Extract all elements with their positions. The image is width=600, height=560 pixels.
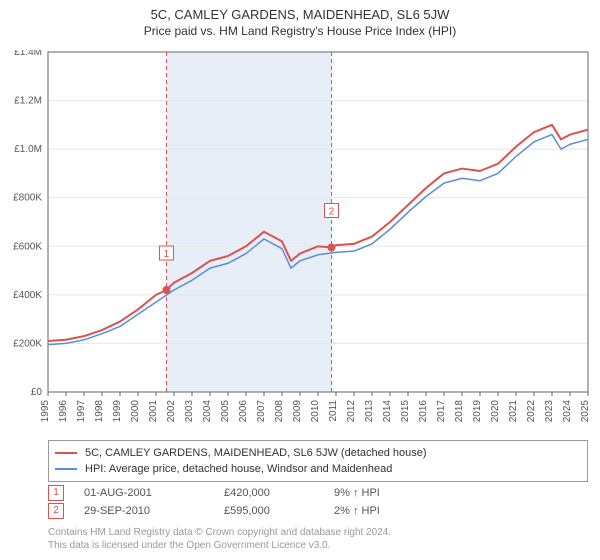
footer-attribution: Contains HM Land Registry data © Crown c…	[48, 526, 391, 552]
svg-text:1998: 1998	[94, 400, 105, 423]
svg-text:2020: 2020	[490, 400, 501, 423]
svg-text:2018: 2018	[454, 400, 465, 423]
svg-text:2015: 2015	[400, 400, 411, 423]
svg-text:1999: 1999	[112, 400, 123, 423]
legend-label-hpi: HPI: Average price, detached house, Wind…	[85, 463, 392, 475]
svg-text:2008: 2008	[274, 400, 285, 423]
svg-text:2012: 2012	[346, 400, 357, 423]
svg-text:2005: 2005	[220, 400, 231, 423]
svg-text:£400K: £400K	[13, 290, 42, 301]
annotation-marker-1: 1	[48, 485, 64, 501]
svg-text:2014: 2014	[382, 400, 393, 423]
annotation-date-1: 01-AUG-2001	[84, 487, 224, 499]
legend-item-property: 5C, CAMLEY GARDENS, MAIDENHEAD, SL6 5JW …	[55, 445, 581, 461]
svg-text:£1.0M: £1.0M	[14, 144, 42, 155]
svg-text:2017: 2017	[436, 400, 447, 423]
annotation-pct-2: 2% ↑ HPI	[334, 505, 454, 517]
svg-text:1995: 1995	[40, 400, 51, 423]
svg-text:£200K: £200K	[13, 338, 42, 349]
svg-text:2011: 2011	[328, 400, 339, 422]
svg-text:2021: 2021	[508, 400, 519, 423]
svg-text:2009: 2009	[292, 400, 303, 423]
chart-title: 5C, CAMLEY GARDENS, MAIDENHEAD, SL6 5JW	[0, 0, 600, 24]
legend-label-property: 5C, CAMLEY GARDENS, MAIDENHEAD, SL6 5JW …	[85, 447, 427, 459]
svg-text:2016: 2016	[418, 400, 429, 423]
svg-text:2001: 2001	[148, 400, 159, 423]
footer-line-2: This data is licensed under the Open Gov…	[48, 539, 391, 552]
svg-text:£1.4M: £1.4M	[14, 50, 42, 58]
annotation-date-2: 29-SEP-2010	[84, 505, 224, 517]
annotation-pct-1: 9% ↑ HPI	[334, 487, 454, 499]
svg-text:2022: 2022	[526, 400, 537, 423]
svg-text:2023: 2023	[544, 400, 555, 423]
svg-text:£800K: £800K	[13, 193, 42, 204]
chart-subtitle: Price paid vs. HM Land Registry's House …	[0, 24, 600, 42]
svg-text:2006: 2006	[238, 400, 249, 423]
legend-box: 5C, CAMLEY GARDENS, MAIDENHEAD, SL6 5JW …	[48, 440, 588, 482]
svg-text:2007: 2007	[256, 400, 267, 423]
svg-text:2025: 2025	[580, 400, 591, 423]
svg-text:2013: 2013	[364, 400, 375, 423]
svg-text:2: 2	[329, 207, 335, 218]
svg-text:2004: 2004	[202, 400, 213, 423]
annotation-price-2: £595,000	[224, 505, 334, 517]
annotation-row-1: 1 01-AUG-2001 £420,000 9% ↑ HPI	[48, 484, 588, 502]
svg-text:1997: 1997	[76, 400, 87, 423]
svg-text:1: 1	[164, 249, 170, 260]
annotation-marker-2: 2	[48, 503, 64, 519]
svg-text:2003: 2003	[184, 400, 195, 423]
svg-text:2002: 2002	[166, 400, 177, 423]
svg-text:£1.2M: £1.2M	[14, 96, 42, 107]
svg-text:£600K: £600K	[13, 241, 42, 252]
legend-item-hpi: HPI: Average price, detached house, Wind…	[55, 461, 581, 477]
chart-plot-area: £0£200K£400K£600K£800K£1.0M£1.2M£1.4M199…	[48, 50, 588, 390]
chart-svg: £0 £200K £400K £600K £800K £1.0M £1.2M £1.4M 199…	[0, 50, 592, 442]
svg-text:2024: 2024	[562, 400, 573, 423]
annotation-table: 1 01-AUG-2001 £420,000 9% ↑ HPI 2 29-SEP…	[48, 484, 588, 520]
annotation-price-1: £420,000	[224, 487, 334, 499]
svg-text:2000: 2000	[130, 400, 141, 423]
legend-swatch-property	[55, 452, 77, 454]
svg-text:£0: £0	[31, 387, 43, 398]
chart-container: 5C, CAMLEY GARDENS, MAIDENHEAD, SL6 5JW …	[0, 0, 600, 560]
svg-text:2019: 2019	[472, 400, 483, 423]
legend-swatch-hpi	[55, 468, 77, 470]
annotation-row-2: 2 29-SEP-2010 £595,000 2% ↑ HPI	[48, 502, 588, 520]
footer-line-1: Contains HM Land Registry data © Crown c…	[48, 526, 391, 539]
svg-text:1996: 1996	[58, 400, 69, 423]
svg-text:2010: 2010	[310, 400, 321, 423]
